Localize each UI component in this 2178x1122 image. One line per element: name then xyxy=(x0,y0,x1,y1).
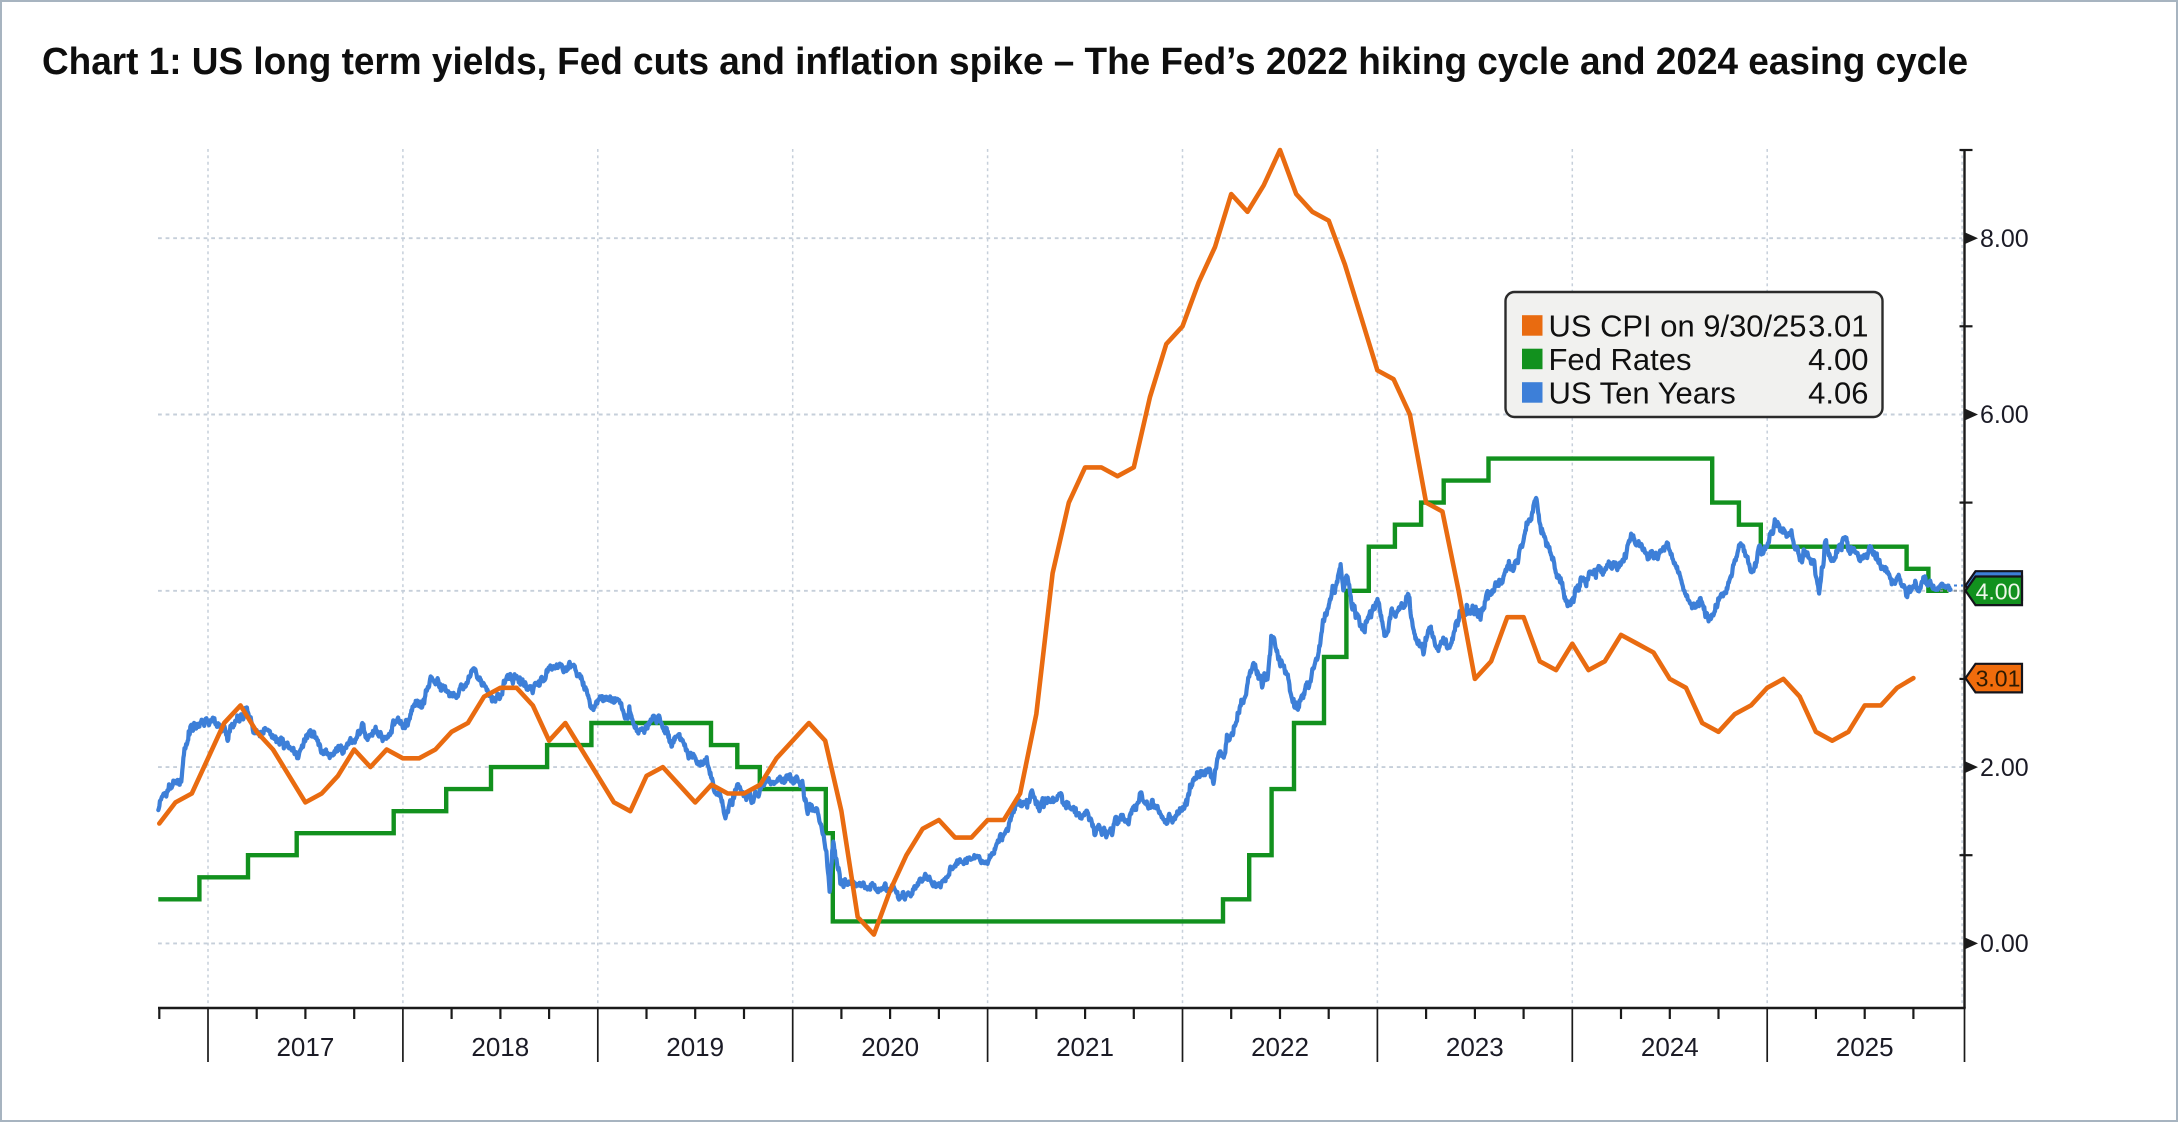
svg-text:2020: 2020 xyxy=(861,1032,919,1062)
svg-text:2023: 2023 xyxy=(1446,1032,1504,1062)
svg-text:2019: 2019 xyxy=(666,1032,724,1062)
svg-text:3.01: 3.01 xyxy=(1976,666,2021,692)
svg-text:2017: 2017 xyxy=(276,1032,334,1062)
svg-text:4.06: 4.06 xyxy=(1808,376,1868,411)
svg-text:US CPI on 9/30/25: US CPI on 9/30/25 xyxy=(1549,309,1807,344)
svg-text:0.00: 0.00 xyxy=(1980,930,2029,958)
svg-text:8.00: 8.00 xyxy=(1980,225,2029,253)
svg-text:2021: 2021 xyxy=(1056,1032,1114,1062)
svg-text:Fed Rates: Fed Rates xyxy=(1549,342,1692,377)
svg-text:Chart 1: US long term yields,: Chart 1: US long term yields, Fed cuts a… xyxy=(42,41,1968,83)
svg-text:2024: 2024 xyxy=(1641,1032,1699,1062)
svg-text:2022: 2022 xyxy=(1251,1032,1309,1062)
svg-text:2.00: 2.00 xyxy=(1980,754,2029,782)
svg-text:4.00: 4.00 xyxy=(1976,578,2021,604)
svg-text:2025: 2025 xyxy=(1836,1032,1894,1062)
svg-text:3.01: 3.01 xyxy=(1808,309,1868,344)
svg-text:US Ten Years: US Ten Years xyxy=(1549,376,1736,411)
svg-text:4.00: 4.00 xyxy=(1808,342,1868,377)
svg-text:2018: 2018 xyxy=(471,1032,529,1062)
svg-text:6.00: 6.00 xyxy=(1980,401,2029,429)
